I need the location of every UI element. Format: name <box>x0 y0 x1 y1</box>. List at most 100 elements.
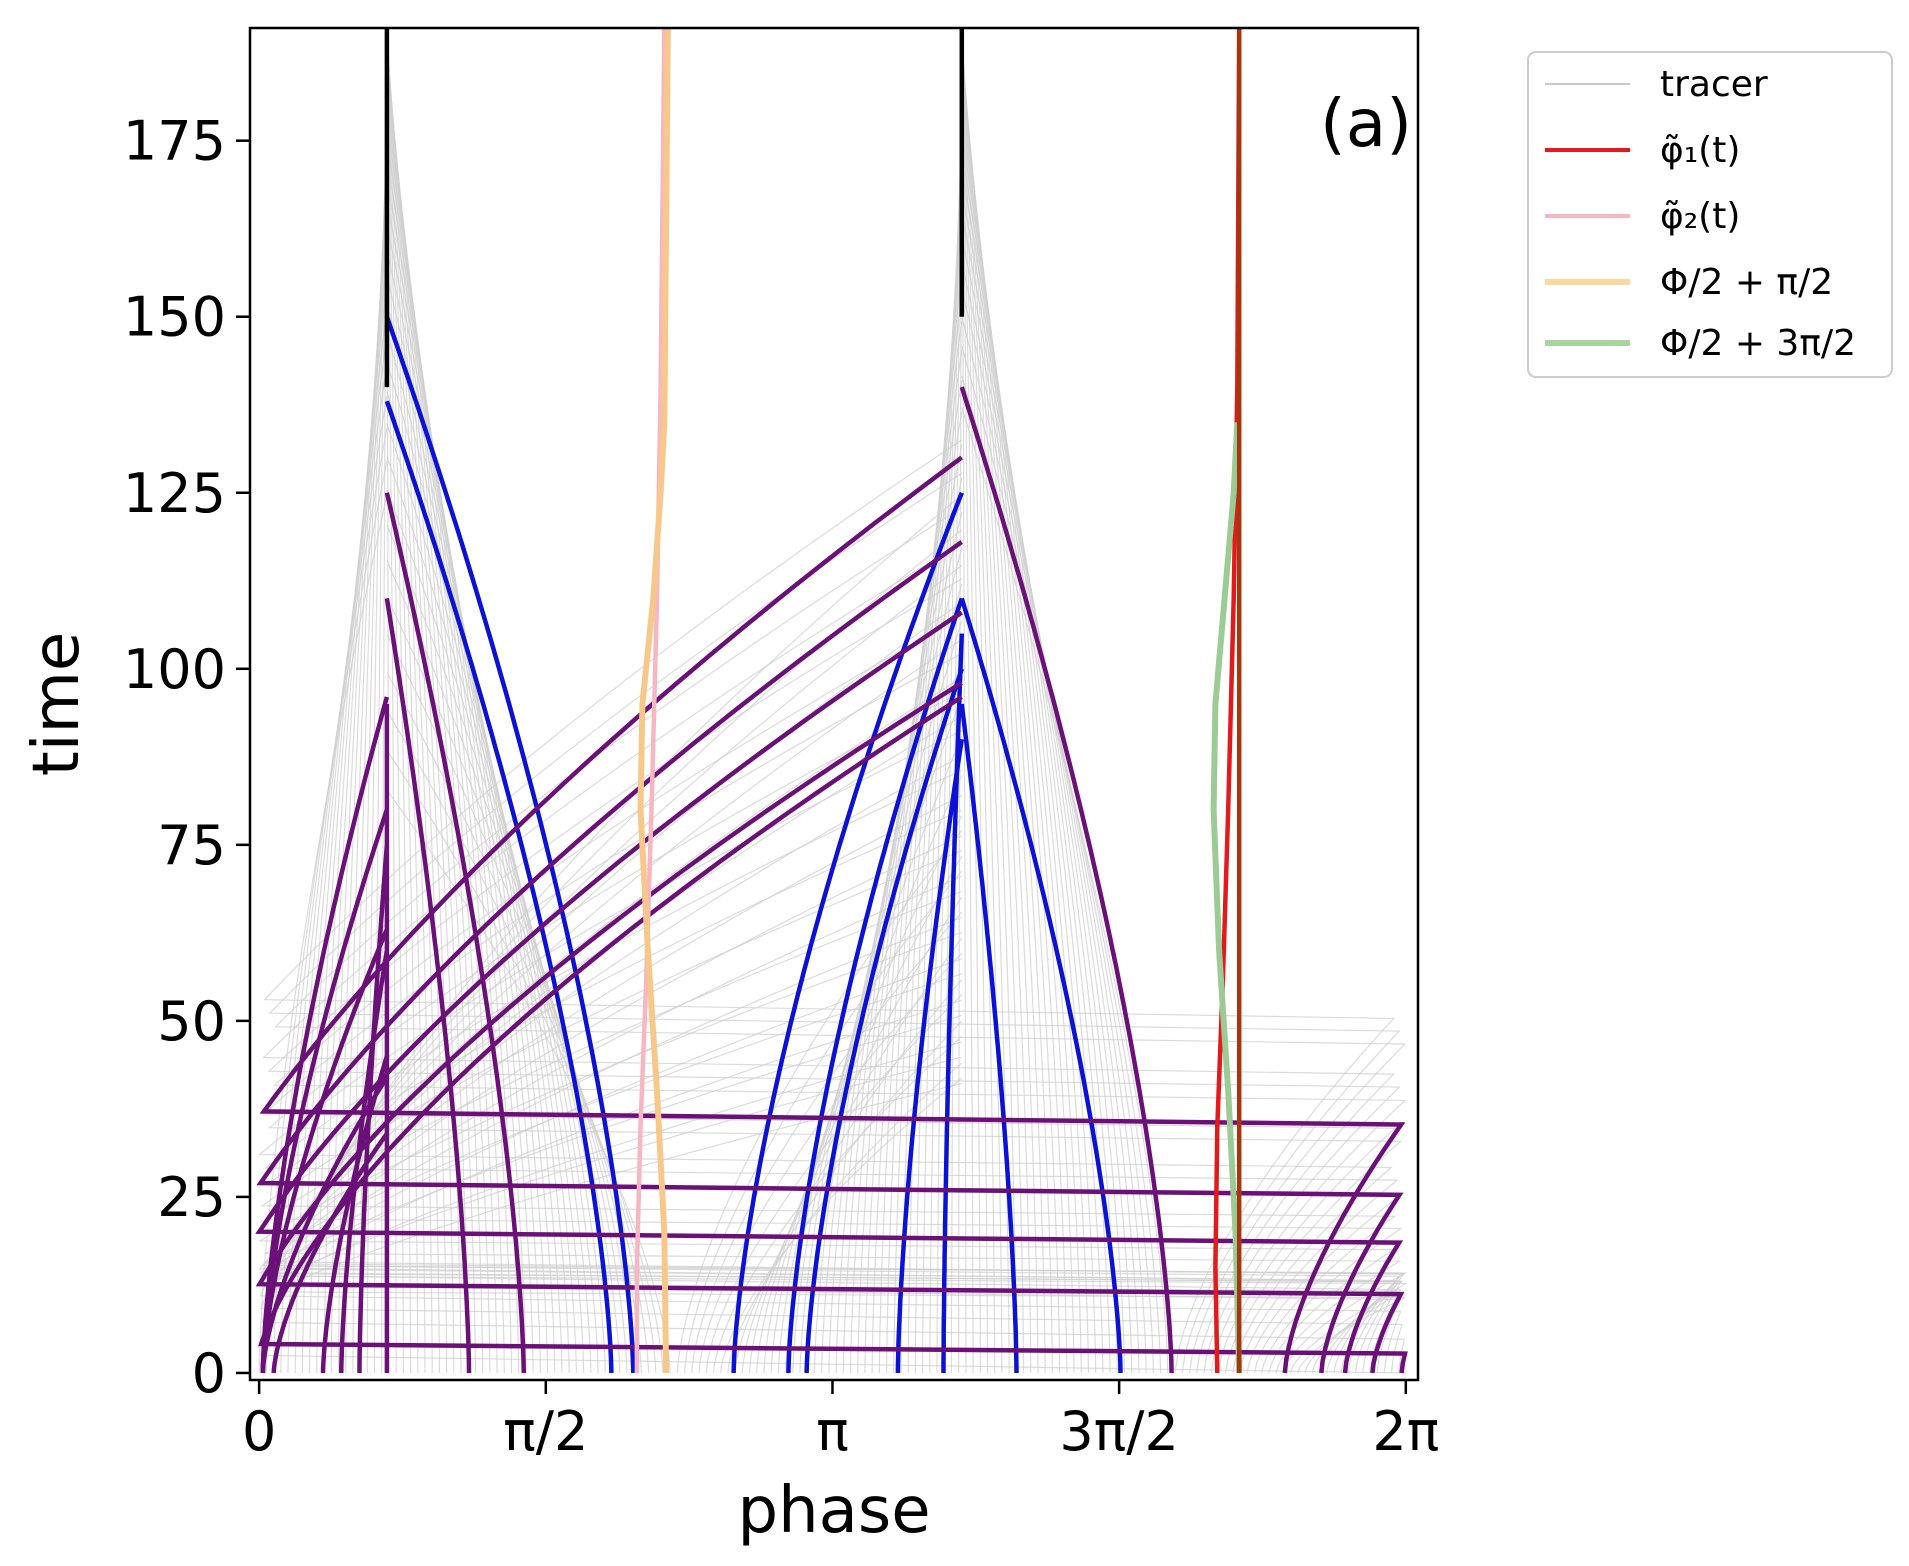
y-tick-label-2: 50 <box>157 990 226 1053</box>
tracer-line <box>386 180 534 1374</box>
tracer-line <box>262 542 1396 1374</box>
trajectory-9 <box>384 598 472 1374</box>
trajectory-4 <box>271 1132 389 1374</box>
trajectory-13 <box>731 491 964 1374</box>
tracer-line <box>386 39 455 1374</box>
trajectory-22 <box>256 540 1404 1374</box>
plot-frame <box>248 26 1420 1382</box>
trajectory-1 <box>260 808 390 1374</box>
y-axis: 0 25 50 75 100 125 150 175 <box>123 110 250 1405</box>
tracer-line <box>386 524 621 1374</box>
tracer-line <box>265 875 1405 1374</box>
trajectory-11 <box>384 400 614 1374</box>
x-tick-label-3: 3π/2 <box>1059 1400 1178 1463</box>
tracer-line <box>961 262 1133 1374</box>
trajectory-25 <box>258 695 1408 1374</box>
legend-label-phi1: φ̃₁(t) <box>1660 130 1740 171</box>
series-layer <box>384 28 1243 1374</box>
tracer-line <box>264 1056 1400 1374</box>
tracer-line <box>961 38 1025 1374</box>
legend-label-phase-three-half-pi: Φ/2 + 3π/2 <box>1660 323 1856 364</box>
legend: tracer φ̃₁(t) φ̃₂(t) Φ/2 + π/2 Φ/2 + 3π/… <box>1527 51 1893 378</box>
panel-label: (a) <box>1320 85 1412 162</box>
tracer-line <box>842 444 963 1374</box>
series--2-2 <box>637 28 671 1374</box>
y-tick-label-7: 175 <box>123 110 226 173</box>
legend-label-phi2: φ̃₂(t) <box>1660 196 1740 237</box>
trajectory-14 <box>786 597 964 1374</box>
x-axis: 0 π/2 π 3π/2 2π <box>242 1380 1439 1463</box>
tracer-line <box>961 35 1003 1374</box>
trajectory-16 <box>895 738 965 1374</box>
tracer-line <box>273 507 1407 1374</box>
series--2-3-2 <box>1210 422 1243 1374</box>
tracer-line <box>961 48 981 1373</box>
y-tick-label-5: 125 <box>123 462 226 525</box>
tracer-line <box>857 380 963 1374</box>
y-tick-label-4: 100 <box>123 638 226 701</box>
tracer-line <box>961 345 1154 1374</box>
tracer-line <box>260 565 1403 1374</box>
x-tick-label-0: 0 <box>242 1400 276 1463</box>
x-tick-label-1: π/2 <box>503 1400 588 1463</box>
tracer-line <box>961 213 1118 1374</box>
trajectory-15 <box>804 668 964 1374</box>
tracer-line <box>261 835 1401 1374</box>
trajectory-21 <box>259 455 1406 1374</box>
tracer-line <box>262 715 1403 1374</box>
tracer-line <box>268 472 1401 1374</box>
trajectory-12 <box>384 315 636 1374</box>
tracer-line <box>961 237 1126 1374</box>
trajectory-23 <box>255 610 1404 1374</box>
y-tick-label-0: 0 <box>192 1342 226 1405</box>
tracer-line <box>386 560 628 1374</box>
tracer-line <box>386 331 577 1374</box>
tracer-line <box>705 994 963 1374</box>
x-tick-label-2: π <box>816 1400 849 1463</box>
tracer-line <box>258 932 1396 1374</box>
tracer-line <box>961 150 1097 1374</box>
tracer-line <box>386 37 426 1374</box>
tracer-line <box>359 125 388 1374</box>
tracer-line <box>929 134 963 1374</box>
trajectory-19 <box>959 597 1123 1374</box>
x-tick-label-4: 2π <box>1372 1400 1439 1463</box>
trajectory-20 <box>959 386 1174 1374</box>
trajectory-layer <box>255 315 1408 1374</box>
trajectory-5 <box>320 1055 390 1374</box>
tracer-line <box>828 512 963 1374</box>
y-tick-label-3: 75 <box>157 814 226 877</box>
trajectory-2 <box>260 928 389 1374</box>
tracer-line <box>961 317 1147 1374</box>
y-tick-label-6: 150 <box>123 286 226 349</box>
tracer-line <box>386 225 549 1374</box>
tracer-line <box>849 411 963 1374</box>
x-axis-label: phase <box>737 1474 930 1548</box>
tracer-line <box>961 407 1169 1374</box>
trajectory-24 <box>255 680 1405 1374</box>
tracer-line <box>961 47 1039 1374</box>
tracer-line <box>386 35 440 1374</box>
tracer-line <box>727 1062 963 1374</box>
tracer-line <box>386 275 563 1374</box>
y-tick-label-1: 25 <box>157 1166 226 1229</box>
tracer-line <box>936 117 963 1374</box>
trajectory-18 <box>959 703 1019 1374</box>
tracer-line <box>961 63 1053 1374</box>
trajectory-17 <box>941 633 965 1373</box>
series--t- <box>634 28 667 1373</box>
tracer-line <box>961 169 1104 1374</box>
tracer-line <box>267 691 1403 1374</box>
tracer-line <box>345 162 388 1374</box>
tracer-line <box>961 38 996 1374</box>
trajectory-0 <box>260 696 390 1374</box>
tracer-line <box>263 973 1402 1374</box>
tracer-line <box>386 52 404 1374</box>
tracer-line <box>950 88 963 1373</box>
legend-label-tracer: tracer <box>1660 64 1768 105</box>
y-axis-label: time <box>20 632 94 777</box>
legend-frame <box>1527 51 1893 378</box>
legend-label-phase-half-pi: Φ/2 + π/2 <box>1660 262 1833 303</box>
tracer-line <box>914 172 963 1374</box>
